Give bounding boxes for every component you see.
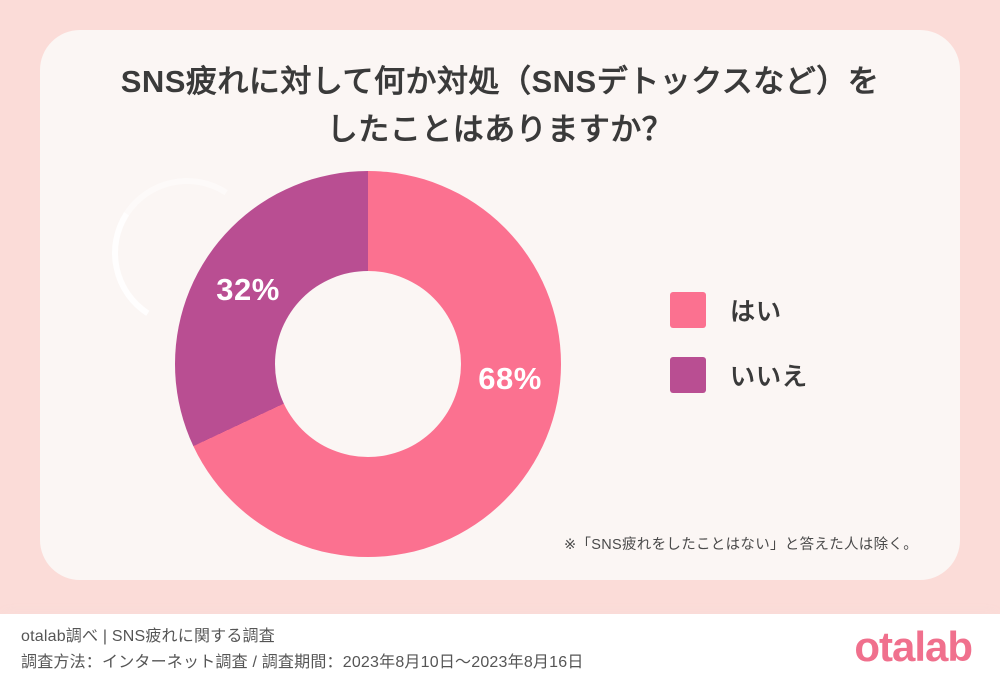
footer-method-line: 調査方法：インターネット調査 / 調査期間：2023年8月10日〜2023年8月… [21,654,584,671]
chart-title-line2: したことはありますか？ [326,112,674,147]
donut-hole [275,271,461,457]
donut-chart: 68% 32% [175,171,561,557]
legend-item-yes: はい [670,292,808,328]
legend-label: いいえ [730,363,809,391]
chart-title: SNS疲れに対して何か対処（SNSデトックスなど）を したことはありますか？ [40,58,960,154]
slice-value-yes: 68% [478,361,542,396]
legend-label: はい [730,298,783,326]
legend-swatch [670,357,706,393]
exclusion-note: ※「SNS疲れをしたことはない」と答えた人は除く。 [564,537,918,553]
otalab-logo: otalab [854,623,973,670]
chart-legend: はい いいえ [670,292,808,393]
slice-value-no: 32% [216,272,280,307]
chart-title-line1: SNS疲れに対して何か対処（SNSデトックスなど）を [120,64,880,99]
footer-source-line: otalab調べ | SNS疲れに関する調査 [21,628,275,645]
legend-item-no: いいえ [670,357,808,393]
footer-source-info: otalab調べ | SNS疲れに関する調査 調査方法：インターネット調査 / … [21,624,584,676]
legend-swatch [670,292,706,328]
footer-bar: otalab調べ | SNS疲れに関する調査 調査方法：インターネット調査 / … [0,614,1000,686]
survey-card: SNS疲れに対して何か対処（SNSデトックスなど）を したことはありますか？ 6… [40,30,960,580]
